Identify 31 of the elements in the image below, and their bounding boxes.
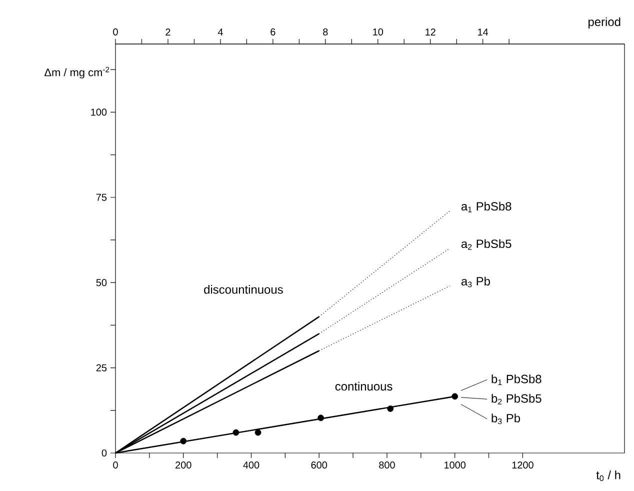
y-tick-label: 0: [102, 449, 107, 457]
annotation: b$_{1}$ PbSb8: [492, 374, 542, 385]
x2-tick-label: 0: [113, 28, 118, 36]
y-tick-label: 50: [96, 279, 107, 286]
x2-tick-label: 12: [426, 28, 436, 36]
annotation: b$_{2}$ PbSb5: [492, 394, 542, 404]
series-label: a$_{1}$ PbSb8: [461, 202, 512, 212]
x-tick-label: 800: [379, 462, 395, 469]
series-label: a$_{3}$ Pb: [461, 276, 490, 288]
x-tick-label: 600: [311, 462, 328, 469]
annotation: b$_{3}$ Pb: [492, 414, 520, 424]
y-tick-label: 75: [96, 194, 107, 201]
x2-tick-label: 8: [323, 28, 328, 36]
y-tick-label: 100: [91, 108, 107, 116]
x-tick-label: 0: [113, 462, 118, 469]
x2-tick-label: 4: [218, 28, 223, 36]
x-axis-title: t$_{0}$ / h: [596, 470, 620, 482]
annotation: continuous: [335, 382, 392, 391]
x-tick-label: 200: [176, 462, 192, 469]
x2-tick-label: 6: [270, 28, 276, 36]
annotation: discountinuous: [204, 285, 283, 294]
x2-tick-label: 10: [373, 28, 384, 36]
x2-tick-label: 2: [166, 28, 170, 36]
x-tick-label: 400: [243, 462, 260, 469]
x2-axis-title: period: [588, 17, 620, 28]
x-tick-label: 1200: [512, 462, 534, 469]
y-axis-title: Δm / mg cm$^{-2}$: [44, 66, 110, 78]
x-tick-label: 1000: [444, 462, 466, 469]
x2-tick-label: 14: [478, 28, 488, 36]
y-tick-label: 25: [96, 364, 107, 372]
series-label: a$_{2}$ PbSb5: [461, 239, 512, 250]
